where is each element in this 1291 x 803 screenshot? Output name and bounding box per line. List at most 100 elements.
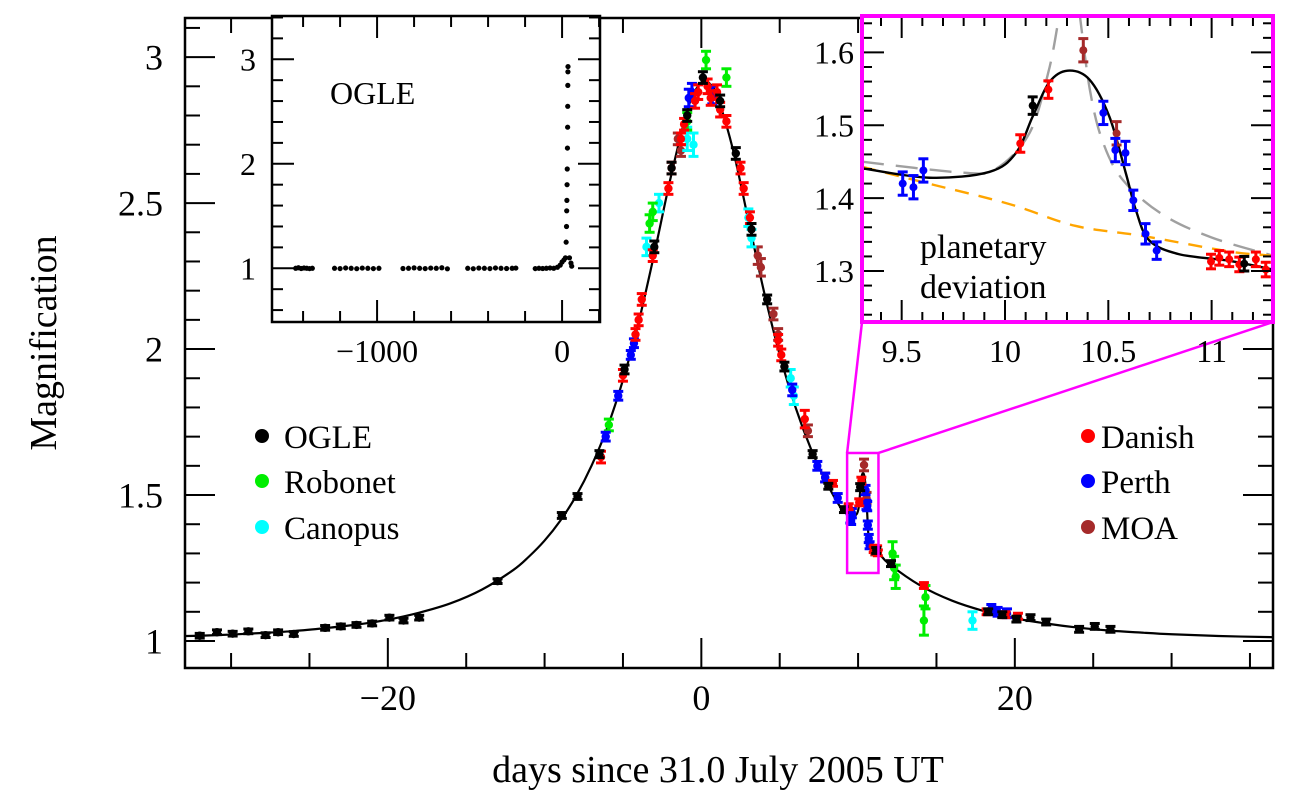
data-point-ogle: [746, 222, 757, 237]
data-marker: [336, 622, 346, 631]
data-marker: [909, 183, 918, 192]
plot-area: [293, 63, 575, 272]
data-marker: [498, 265, 504, 271]
legend-marker-moa: [1081, 520, 1095, 534]
data-marker: [968, 616, 977, 625]
data-point-ogle: [666, 160, 677, 176]
data-marker: [370, 265, 376, 272]
data-marker: [1026, 613, 1035, 622]
data-point-ogle: [513, 265, 519, 271]
data-marker: [1111, 146, 1120, 155]
data-marker: [634, 315, 643, 325]
data-point-perth: [897, 170, 908, 197]
planetary-annotation-line2: deviation: [920, 269, 1047, 306]
data-marker: [1129, 196, 1138, 205]
zoom-connector-right: [878, 320, 1274, 455]
data-point-ogle: [564, 208, 570, 214]
data-point-ogle: [376, 265, 382, 271]
data-marker: [800, 414, 809, 424]
data-point-robonet: [603, 417, 614, 433]
y-tick-label: 1.5: [118, 476, 163, 516]
data-point-ogle: [470, 266, 476, 272]
data-marker: [422, 265, 428, 272]
ogle-history-inset: −1000 0 1 2 3: [240, 14, 602, 369]
data-marker: [855, 482, 865, 492]
data-marker: [824, 482, 833, 491]
series-ogle: [1027, 95, 1250, 273]
y-tick-label: 1: [145, 622, 163, 662]
data-marker: [683, 134, 692, 144]
data-marker: [820, 473, 830, 482]
data-marker: [365, 265, 371, 271]
data-point-perth: [1140, 222, 1151, 246]
data-marker: [343, 265, 349, 271]
y-tick-label: 1.6: [814, 35, 854, 71]
data-marker: [244, 627, 253, 636]
data-marker: [731, 149, 741, 158]
data-marker: [689, 140, 698, 149]
data-marker: [1028, 101, 1037, 110]
data-point-ogle: [594, 449, 605, 460]
data-point-ogle: [1025, 613, 1036, 623]
single-lens-model-curve: [862, 165, 1273, 257]
data-marker: [773, 336, 783, 345]
data-point-ogle: [983, 607, 994, 617]
legend-left: OGLE Robonet Canopus: [255, 420, 400, 547]
data-marker: [1215, 253, 1224, 262]
data-point-ogle: [351, 620, 362, 630]
data-marker: [411, 265, 417, 271]
data-marker: [417, 265, 423, 271]
data-marker: [564, 182, 570, 188]
data-point-perth: [625, 349, 636, 361]
data-marker: [320, 623, 330, 633]
y-tick-label: 1.5: [814, 107, 854, 143]
data-point-ogle: [997, 610, 1008, 620]
data-point-robonet: [701, 49, 712, 71]
data-point-ogle: [343, 265, 349, 271]
data-marker: [563, 223, 570, 230]
data-point-ogle: [398, 616, 409, 625]
data-point-ogle: [444, 266, 450, 272]
data-point-ogle: [566, 255, 573, 261]
data-marker: [1261, 265, 1270, 274]
data-marker: [683, 111, 692, 120]
data-marker: [676, 146, 686, 155]
data-marker: [569, 263, 575, 269]
legend-label-moa: MOA: [1101, 511, 1178, 547]
data-point-ogle: [260, 630, 271, 640]
data-marker: [540, 265, 546, 272]
data-marker: [626, 350, 635, 360]
data-point-ogle: [556, 511, 567, 520]
data-point-ogle: [476, 265, 482, 271]
data-point-ogle: [1027, 95, 1038, 116]
data-point-ogle: [367, 619, 378, 628]
data-point-ogle: [649, 239, 660, 255]
data-marker: [886, 559, 896, 568]
data-point-ogle: [715, 93, 726, 109]
data-point-danish: [1224, 250, 1235, 269]
x-tick-label: 11: [1196, 333, 1227, 369]
data-marker: [503, 265, 510, 272]
data-marker: [228, 629, 237, 638]
planetary-deviation-inset: 9.5 10 10.5 11 1.3 1.4 1.5 1.6: [814, 14, 1275, 369]
legend-marker-canopus: [255, 520, 269, 534]
data-marker: [664, 184, 673, 193]
data-point-ogle: [807, 449, 818, 460]
data-point-ogle: [572, 492, 583, 501]
data-marker: [1112, 129, 1121, 138]
legend-right: Danish Perth MOA: [1081, 420, 1195, 547]
data-marker: [563, 239, 569, 245]
data-marker: [465, 265, 471, 271]
data-point-danish: [1043, 79, 1054, 100]
data-marker: [780, 362, 789, 371]
y-tick-label: 1.3: [814, 253, 854, 289]
data-point-ogle: [359, 265, 365, 271]
data-marker: [1141, 229, 1150, 238]
data-marker: [919, 581, 929, 590]
data-marker: [367, 619, 377, 628]
x-axis-label: days since 31.0 July 2005 UT: [492, 749, 944, 791]
data-point-danish: [1250, 250, 1261, 269]
data-marker: [631, 330, 640, 339]
data-point-perth: [1151, 240, 1162, 261]
data-marker: [564, 166, 570, 172]
